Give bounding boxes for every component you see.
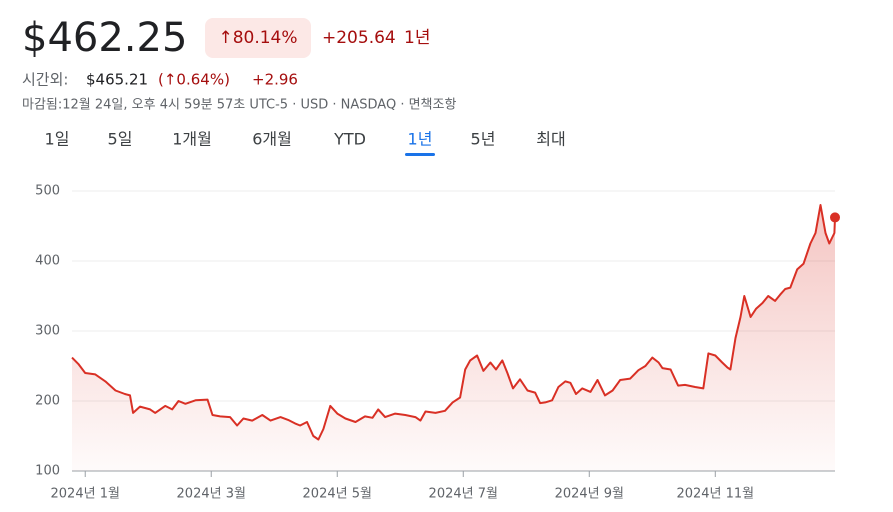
area: [72, 205, 835, 471]
change-pct: ↑80.14%: [218, 28, 297, 48]
tabs: 1일 5일 1개월 6개월 YTD 1년 5년 최대: [45, 130, 566, 156]
period: 1년: [404, 28, 430, 48]
tab[interactable]: 1년: [408, 130, 433, 149]
after-hours-label: 시간외:: [22, 71, 68, 89]
change: +205.64: [322, 28, 396, 48]
change-badge: [205, 18, 311, 58]
price: $462.25: [22, 15, 187, 61]
y-tick-label: 300: [35, 324, 60, 339]
x-tick-label: 2024년 5월: [303, 487, 372, 502]
x-tick-label: 2024년 3월: [177, 487, 246, 502]
disclaimer: 마감됨:12월 24일, 오후 4시 59분 57초 UTC-5 · USD ·…: [22, 98, 456, 113]
plot: 100 200 300 400 500 2024년 1월 2024년 3월 2024년 5월 2…: [35, 184, 840, 502]
y-tick-label: 500: [35, 184, 60, 199]
x-tick-label: 2024년 7월: [429, 487, 498, 502]
after-hours-pct: (↑0.64%): [158, 71, 230, 89]
y-tick-label: 200: [35, 394, 60, 409]
tab[interactable]: 5일: [108, 130, 133, 149]
tab[interactable]: 5년: [471, 130, 496, 149]
tab[interactable]: YTD: [333, 130, 366, 149]
after-hours-price: $465.21: [86, 71, 148, 89]
last-point: [830, 212, 840, 223]
y-tick-label: 100: [35, 464, 60, 479]
tab[interactable]: 6개월: [252, 130, 292, 149]
tab-underline: [405, 153, 435, 156]
tab[interactable]: 1개월: [172, 130, 212, 149]
tab[interactable]: 최대: [536, 130, 565, 149]
price-line: [71, 204, 836, 441]
y-tick-label: 400: [35, 254, 60, 269]
after-hours-change: +2.96: [252, 71, 298, 89]
x-tick-label: 2024년 9월: [555, 487, 624, 502]
x-tick-label: 2024년 1월: [51, 487, 120, 502]
x-tick-label: 2024년 11월: [676, 487, 754, 502]
tab[interactable]: 1일: [45, 130, 70, 149]
